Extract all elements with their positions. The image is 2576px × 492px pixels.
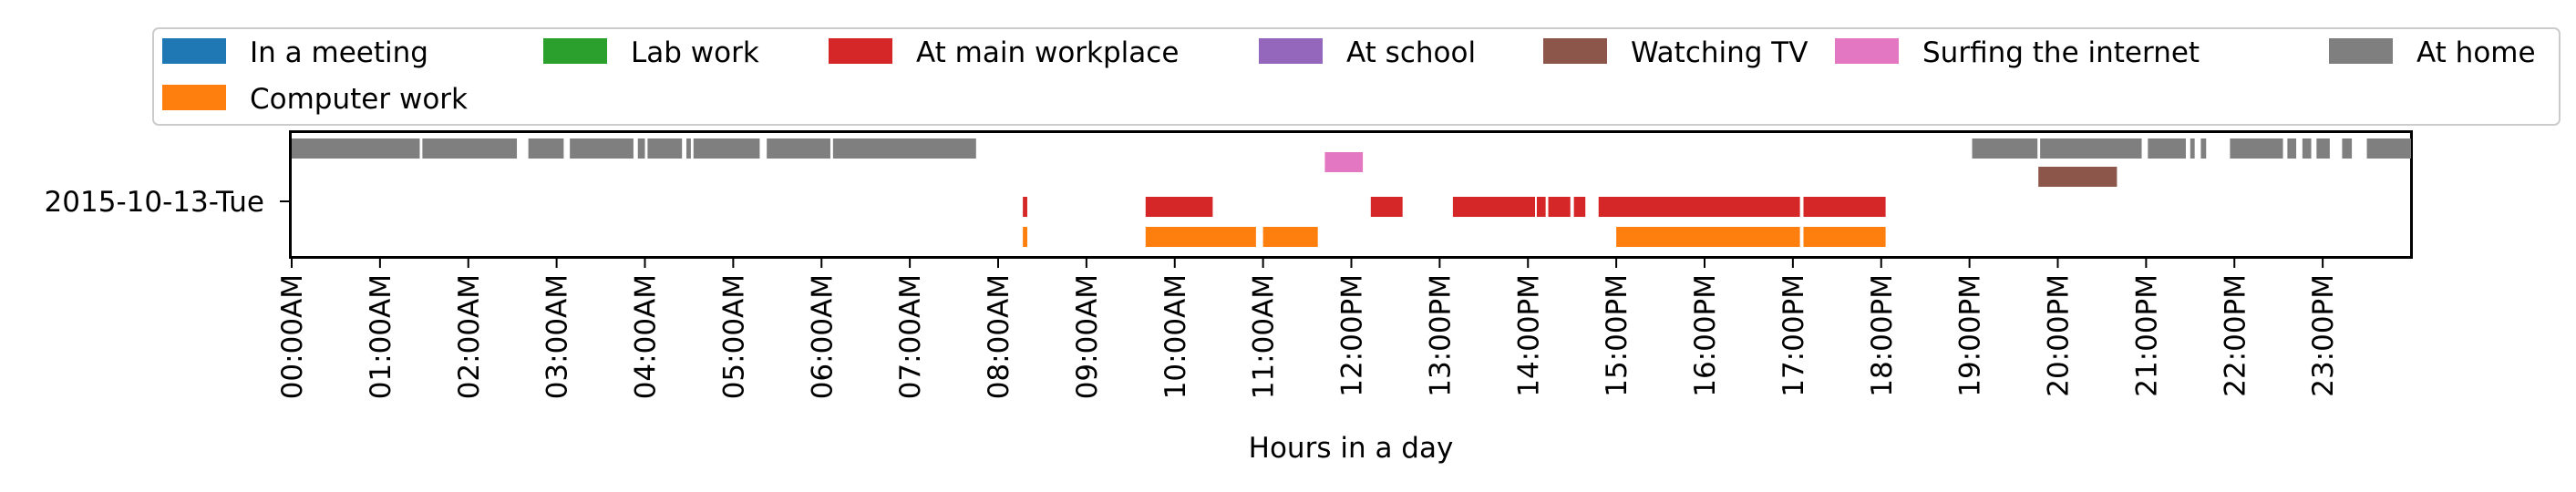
x-tick-label: 05:00AM: [717, 274, 750, 399]
x-tick-label: 13:00PM: [1424, 274, 1457, 397]
legend-swatch-surfing-the-internet: [1835, 38, 1899, 64]
legend-label-in-a-meeting: In a meeting: [250, 36, 428, 69]
bar-at-home: [2190, 138, 2195, 159]
bar-at-home: [422, 138, 518, 159]
legend-item-watching-tv: Watching TV: [1543, 36, 1808, 69]
y-category-label: 2015-10-13-Tue: [45, 186, 264, 219]
legend-label-watching-tv: Watching TV: [1631, 36, 1808, 69]
x-tick-label: 16:00PM: [1689, 274, 1722, 397]
bar-at-home: [292, 138, 420, 159]
x-tick-label: 21:00PM: [2130, 274, 2163, 397]
legend-frame: [152, 27, 2561, 126]
bar-computer-work: [1616, 227, 1800, 247]
y-axis: 2015-10-13-Tue: [45, 186, 291, 219]
x-tick-label: 20:00PM: [2043, 274, 2076, 397]
legend-label-at-home: At home: [2416, 36, 2536, 69]
bar-at-home: [2287, 138, 2297, 159]
x-tick-label: 14:00PM: [1512, 274, 1545, 397]
x-tick-label: 11:00AM: [1248, 274, 1281, 399]
x-tick-label: 01:00AM: [365, 274, 397, 399]
bar-at-main-workplace: [1803, 197, 1886, 217]
bar-at-main-workplace: [1548, 197, 1571, 217]
bar-at-home: [528, 138, 564, 159]
legend: In a meeting Lab work At main workplace At …: [152, 27, 2561, 126]
legend-item-surfing-the-internet: Surfing the internet: [1835, 36, 2200, 69]
bar-at-main-workplace: [1573, 197, 1586, 217]
x-axis-ticks: 00:00AM 01:00AM 02:00AM 03:00AM 04:00AM 05:00…: [276, 257, 2340, 399]
bar-at-home: [637, 138, 645, 159]
bar-at-home: [2040, 138, 2142, 159]
timeline-bars: [292, 138, 2411, 247]
legend-label-surfing-the-internet: Surfing the internet: [1922, 36, 2200, 69]
bar-at-main-workplace: [1370, 197, 1403, 217]
legend-swatch-computer-work: [162, 85, 226, 110]
bar-computer-work: [1803, 227, 1886, 247]
bar-at-home: [767, 138, 830, 159]
legend-swatch-at-school: [1259, 38, 1323, 64]
x-tick-label: 23:00PM: [2307, 274, 2340, 397]
bar-at-home: [2302, 138, 2312, 159]
x-tick-label: 07:00AM: [894, 274, 927, 399]
legend-item-computer-work: Computer work: [162, 83, 468, 116]
bar-at-home: [2366, 138, 2411, 159]
bar-surfing-the-internet: [1324, 152, 1364, 172]
bar-computer-work: [1145, 227, 1256, 247]
bar-computer-work: [1262, 227, 1318, 247]
x-tick-label: 22:00PM: [2219, 274, 2251, 397]
bar-at-home: [832, 138, 976, 159]
legend-swatch-at-main-workplace: [829, 38, 892, 64]
x-tick-label: 18:00PM: [1866, 274, 1899, 397]
legend-swatch-watching-tv: [1543, 38, 1607, 64]
bar-at-home: [2200, 138, 2207, 159]
legend-item-in-a-meeting: In a meeting: [162, 36, 428, 69]
bar-at-main-workplace: [1452, 197, 1535, 217]
legend-swatch-at-home: [2329, 38, 2393, 64]
bar-at-home: [570, 138, 634, 159]
x-tick-label: 15:00PM: [1601, 274, 1633, 397]
legend-label-at-main-workplace: At main workplace: [916, 36, 1179, 69]
bar-at-home: [2342, 138, 2353, 159]
legend-label-lab-work: Lab work: [631, 36, 759, 69]
x-tick-label: 04:00AM: [630, 274, 663, 399]
legend-swatch-lab-work: [543, 38, 607, 64]
x-tick-label: 08:00AM: [983, 274, 1015, 399]
legend-item-at-school: At school: [1259, 36, 1476, 69]
x-tick-label: 09:00AM: [1071, 274, 1104, 399]
bar-at-home: [2404, 138, 2409, 159]
x-tick-label: 19:00PM: [1954, 274, 1987, 397]
x-tick-label: 17:00PM: [1777, 274, 1810, 397]
x-tick-label: 10:00AM: [1159, 274, 1192, 399]
bar-at-main-workplace: [1598, 197, 1800, 217]
legend-item-at-home: At home: [2329, 36, 2536, 69]
bar-at-home: [2316, 138, 2330, 159]
legend-item-lab-work: Lab work: [543, 36, 759, 69]
bar-at-home: [1972, 138, 2038, 159]
bar-at-home: [647, 138, 683, 159]
x-tick-label: 06:00AM: [806, 274, 839, 399]
legend-label-computer-work: Computer work: [250, 83, 468, 116]
bar-at-main-workplace: [1145, 197, 1213, 217]
x-tick-label: 00:00AM: [276, 274, 309, 399]
bar-at-home: [686, 138, 691, 159]
x-tick-label: 02:00AM: [453, 274, 486, 399]
bar-at-main-workplace: [1023, 197, 1027, 217]
legend-label-at-school: At school: [1346, 36, 1476, 69]
bar-at-home: [693, 138, 760, 159]
bar-watching-tv: [2038, 167, 2117, 187]
bar-at-home: [2148, 138, 2186, 159]
bar-computer-work: [1023, 227, 1027, 247]
legend-swatch-in-a-meeting: [162, 38, 226, 64]
legend-item-at-main-workplace: At main workplace: [829, 36, 1179, 69]
bar-at-home: [2230, 138, 2283, 159]
x-tick-label: 12:00PM: [1336, 274, 1369, 397]
x-tick-label: 03:00AM: [541, 274, 574, 399]
x-axis-label: Hours in a day: [1249, 432, 1454, 465]
bar-at-main-workplace: [1536, 197, 1546, 217]
